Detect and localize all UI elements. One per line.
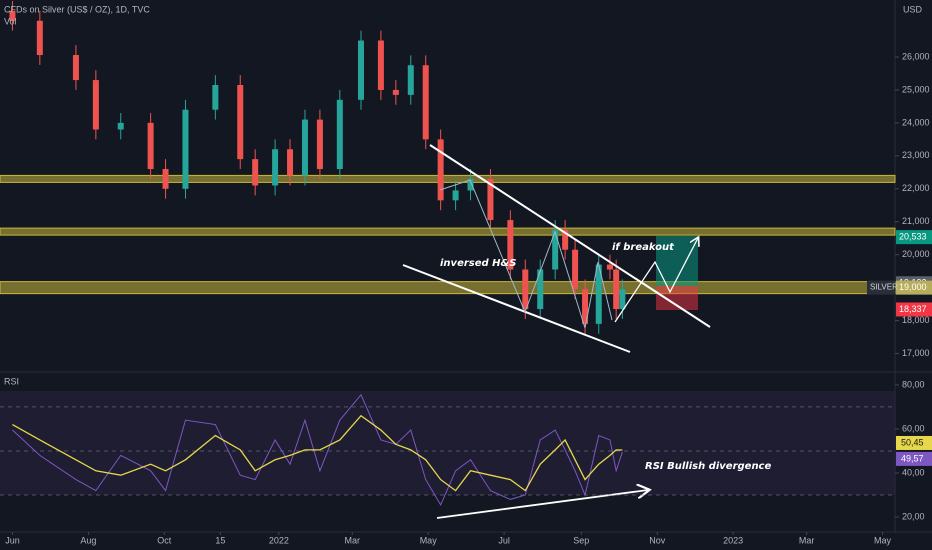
- candle-body: [72, 55, 79, 81]
- y-tick-label: 17,000: [902, 348, 930, 358]
- candle-body: [487, 178, 494, 221]
- volume-label: Vol: [4, 16, 17, 26]
- candle-body: [595, 264, 602, 324]
- breakout-annotation: if breakout: [612, 242, 675, 253]
- candle-body: [147, 122, 154, 170]
- candle-body: [522, 269, 529, 310]
- rsi-badge: [896, 451, 932, 466]
- y-tick-label: 21,000: [902, 216, 930, 226]
- price-badge: [896, 280, 932, 295]
- x-tick-label: 15: [215, 535, 225, 545]
- price-unit: USD: [903, 4, 923, 14]
- rsi-badge: [896, 435, 932, 450]
- y-tick-label: 25,000: [902, 84, 930, 94]
- price-badge-label: 18,337: [899, 304, 927, 314]
- candle-body: [377, 40, 384, 90]
- candle-body: [613, 269, 620, 310]
- rsi-band-fill: [0, 391, 895, 495]
- candle-body: [182, 109, 189, 189]
- x-tick-label: Mar: [799, 535, 815, 545]
- symbol-badge: [867, 280, 895, 295]
- rsi-badge-label: 50,45: [901, 437, 924, 447]
- pattern-path: [439, 179, 613, 329]
- y-tick-label: 20,00: [902, 511, 925, 521]
- candle-body: [237, 85, 244, 160]
- candle-body: [552, 229, 559, 270]
- y-tick-label: 20,000: [902, 249, 930, 259]
- x-tick-label: May: [874, 535, 892, 545]
- candle-body: [407, 65, 414, 95]
- x-tick-label: Aug: [80, 535, 96, 545]
- x-tick-label: Jul: [498, 535, 510, 545]
- candle-body: [606, 264, 613, 270]
- candle-body: [562, 229, 569, 250]
- candle-body: [9, 10, 16, 21]
- price-badge-label: 19,000: [899, 282, 927, 292]
- candle-body: [272, 149, 279, 186]
- candle-body: [392, 89, 399, 95]
- candle-body: [582, 289, 589, 324]
- x-tick-label: 2023: [723, 535, 743, 545]
- level-zone: [0, 227, 896, 236]
- candle-body: [92, 80, 99, 130]
- rsi-badge-label: 49,57: [901, 453, 924, 463]
- y-tick-label: 60,00: [902, 423, 925, 433]
- rsi-line: [12, 414, 623, 492]
- candle-body: [287, 149, 294, 176]
- candle-body: [301, 119, 308, 176]
- rsi-divergence-line: [436, 490, 648, 519]
- candle-body: [507, 220, 514, 270]
- chart-title: CFDs on Silver (US$ / OZ), 1D, TVC: [4, 4, 150, 14]
- candle-body: [572, 249, 579, 290]
- x-tick-label: 2022: [269, 535, 289, 545]
- y-tick-label: 22,000: [902, 183, 930, 193]
- level-zone: [0, 174, 896, 183]
- price-badge: [896, 302, 932, 317]
- candle-body: [162, 169, 169, 189]
- candle-body: [422, 65, 429, 140]
- candle-body: [437, 139, 444, 201]
- rsi-line: [12, 393, 623, 507]
- x-tick-label: Oct: [157, 535, 172, 545]
- price-badge-label: 20,533: [899, 231, 927, 241]
- projection-arrow: [614, 238, 698, 323]
- x-tick-label: May: [420, 535, 438, 545]
- candle-body: [117, 122, 124, 130]
- hs-annotation: inversed H&S: [440, 258, 516, 269]
- y-tick-label: 23,000: [902, 150, 930, 160]
- x-tick-label: Nov: [649, 535, 666, 545]
- y-tick-label: 80,00: [902, 379, 925, 389]
- candle-body: [252, 159, 259, 186]
- symbol-label: SILVER: [870, 283, 898, 292]
- level-zone: [0, 281, 896, 295]
- x-tick-label: Mar: [345, 535, 361, 545]
- rsi-title: RSI: [4, 376, 19, 386]
- candle-body: [357, 40, 364, 100]
- lower-trendline: [402, 264, 631, 353]
- candle-body: [336, 99, 343, 170]
- x-tick-label: Jun: [5, 535, 20, 545]
- y-tick-label: 18,000: [902, 315, 930, 325]
- candle-body: [619, 289, 626, 310]
- candle-body: [316, 119, 323, 170]
- price-badge: [896, 230, 932, 245]
- x-tick-label: Sep: [573, 535, 589, 545]
- y-tick-label: 26,000: [902, 51, 930, 61]
- candle-body: [36, 20, 43, 56]
- candle-body: [452, 190, 459, 201]
- divergence-annotation: RSI Bullish divergence: [645, 461, 771, 472]
- candle-body: [467, 178, 474, 191]
- candle-body: [212, 85, 219, 110]
- upper-trendline: [429, 144, 711, 328]
- y-tick-label: 40,00: [902, 467, 925, 477]
- candle-body: [537, 269, 544, 310]
- y-tick-label: 24,000: [902, 117, 930, 127]
